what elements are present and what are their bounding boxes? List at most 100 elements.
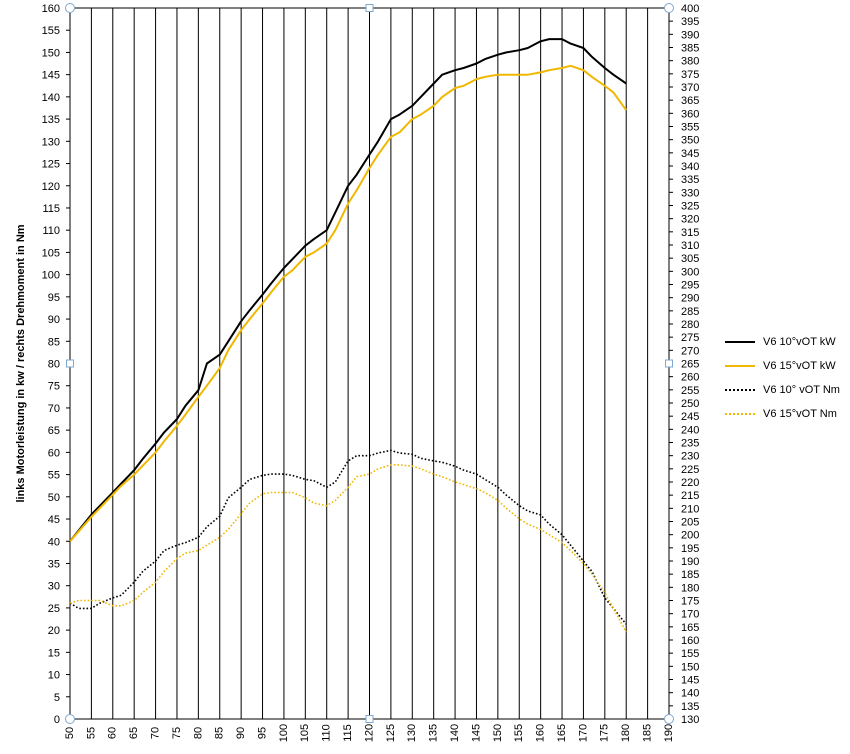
y-left-tick-label: 60	[48, 447, 60, 459]
y-left-tick-label: 50	[48, 492, 60, 504]
y-right-tick-label: 290	[681, 293, 699, 305]
series-line-1	[69, 38, 627, 542]
x-tick-label: 190	[663, 724, 675, 742]
legend-label: V6 10° vOT Nm	[763, 384, 840, 396]
y-left-tick-label: 160	[42, 3, 60, 15]
selection-handles[interactable]	[65, 3, 674, 724]
y-right-tick-label: 355	[681, 122, 699, 134]
y-left-tick-label: 140	[42, 92, 60, 104]
resize-handle-edge[interactable]	[365, 4, 374, 12]
y-right-tick-label: 155	[681, 648, 699, 660]
resize-handle-edge[interactable]	[365, 715, 374, 723]
resize-handle-edge[interactable]	[66, 359, 74, 368]
x-tick-label: 125	[385, 724, 397, 742]
y-left-tick-label: 5	[54, 692, 60, 704]
legend-label: V6 10°vOT kW	[763, 336, 836, 348]
y-right-tick-label: 395	[681, 16, 699, 28]
y-right-tick-label: 230	[681, 451, 699, 463]
y-right-tick-label: 180	[681, 582, 699, 594]
y-right-tick-label: 245	[681, 411, 699, 423]
y-right-tick-label: 215	[681, 490, 699, 502]
y-left-tick-label: 85	[48, 336, 60, 348]
y-right-tick-label: 330	[681, 187, 699, 199]
y-right-tick-label: 140	[681, 688, 699, 700]
y-left-tick-label: 150	[42, 47, 60, 59]
resize-handle-corner[interactable]	[65, 714, 75, 724]
y-axis-label: links Motorleistung in kw / rechts Drehm…	[15, 224, 27, 502]
resize-handle-corner[interactable]	[664, 3, 674, 13]
y-right-tick-label: 130	[681, 714, 699, 726]
y-left-tick-label: 35	[48, 558, 60, 570]
y-right-tick-label: 205	[681, 517, 699, 529]
y-left-tick-label: 110	[42, 225, 60, 237]
y-right-tick-label: 225	[681, 464, 699, 476]
resize-handle-corner[interactable]	[65, 3, 75, 13]
x-tick-label: 140	[449, 724, 461, 742]
series-line-2	[69, 64, 628, 542]
y-right-tick-label: 195	[681, 543, 699, 555]
y-right-tick-label: 350	[681, 135, 699, 147]
y-left-tick-label: 115	[42, 203, 60, 215]
x-tick-label: 150	[492, 724, 504, 742]
y-left-tick-label: 105	[42, 247, 60, 259]
y-right-tick-label: 145	[681, 675, 699, 687]
x-tick-label: 120	[363, 724, 375, 742]
x-tick-label: 110	[321, 724, 333, 742]
y-right-tick-label: 400	[681, 3, 699, 15]
y-left-tick-label: 40	[48, 536, 60, 548]
y-right-tick-label: 210	[681, 503, 699, 515]
y-left-tick-label: 55	[48, 470, 60, 482]
y-left-tick-label: 130	[42, 136, 60, 148]
legend-label: V6 15°vOT Nm	[763, 408, 837, 420]
x-tick-label: 65	[128, 727, 140, 739]
y-right-tick-label: 315	[681, 227, 699, 239]
x-axis-ticks: 50 55 60 65 70 75 80 85 90 95 100 105 110 115 120 125 13…	[64, 724, 675, 742]
y-right-tick-label: 255	[681, 385, 699, 397]
x-tick-label: 50	[64, 727, 76, 739]
y-right-tick-label: 310	[681, 240, 699, 252]
legend-item: V6 10°vOT kW	[725, 330, 850, 354]
x-tick-label: 115	[342, 724, 354, 742]
y-right-tick-label: 390	[681, 29, 699, 41]
y-left-tick-label: 80	[48, 359, 60, 371]
legend-item: V6 15°vOT Nm	[725, 402, 850, 426]
x-tick-label: 80	[192, 727, 204, 739]
legend-label: V6 15°vOT kW	[763, 360, 836, 372]
y-right-tick-label: 160	[681, 635, 699, 647]
x-tick-label: 95	[256, 727, 268, 739]
y-right-tick-label: 275	[681, 332, 699, 344]
y-left-tick-label: 20	[48, 625, 60, 637]
x-tick-label: 185	[642, 724, 654, 742]
y-right-tick-label: 260	[681, 372, 699, 384]
x-tick-label: 130	[406, 724, 418, 742]
x-tick-label: 90	[235, 727, 247, 739]
y-left-axis-ticks: 0 5 10 15 20 25 30 35 40 45 50 55 60 65 70 75 80 85 90 95 10…	[42, 3, 70, 726]
y-left-tick-label: 145	[42, 70, 60, 82]
y-right-tick-label: 220	[681, 477, 699, 489]
legend-item: V6 10° vOT Nm	[725, 378, 850, 402]
x-tick-label: 145	[470, 724, 482, 742]
y-right-tick-label: 165	[681, 622, 699, 634]
y-left-tick-label: 0	[54, 714, 60, 726]
y-right-tick-label: 300	[681, 266, 699, 278]
y-left-tick-label: 90	[48, 314, 60, 326]
y-left-tick-label: 75	[48, 381, 60, 393]
y-left-tick-label: 135	[42, 114, 60, 126]
y-right-tick-label: 190	[681, 556, 699, 568]
resize-handle-edge[interactable]	[665, 359, 673, 368]
y-left-tick-label: 120	[42, 181, 60, 193]
legend-item: V6 15°vOT kW	[725, 354, 850, 378]
y-right-tick-label: 365	[681, 95, 699, 107]
y-right-tick-label: 385	[681, 43, 699, 55]
x-tick-label: 55	[85, 727, 97, 739]
y-left-tick-label: 100	[42, 270, 60, 282]
legend: V6 10°vOT kW V6 15°vOT kW V6 10° vOT Nm …	[725, 330, 850, 426]
y-right-tick-label: 200	[681, 530, 699, 542]
x-tick-label: 105	[299, 724, 311, 742]
series-line-4	[69, 464, 627, 633]
resize-handle-corner[interactable]	[664, 714, 674, 724]
x-tick-label: 60	[107, 727, 119, 739]
y-right-tick-label: 135	[681, 701, 699, 713]
y-right-tick-label: 380	[681, 56, 699, 68]
